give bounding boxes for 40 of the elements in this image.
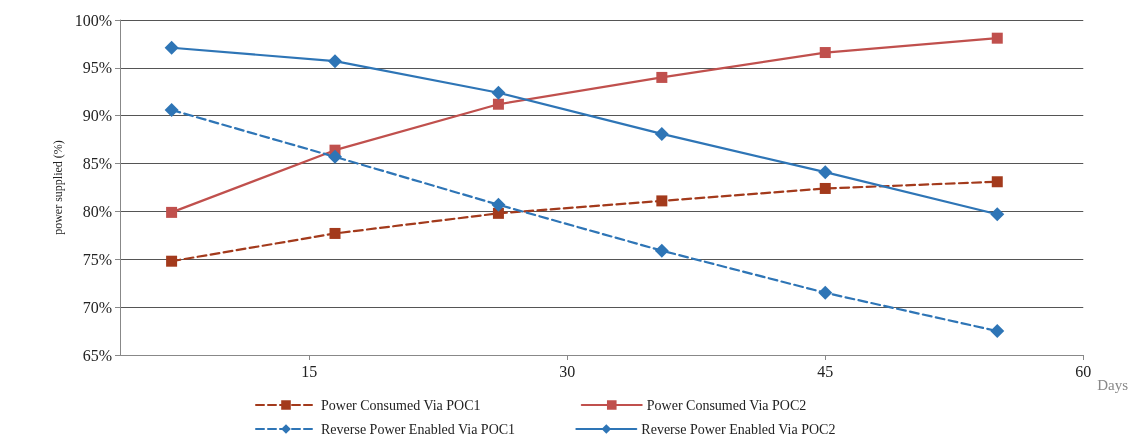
point bbox=[818, 165, 833, 180]
point bbox=[492, 98, 504, 110]
point bbox=[656, 195, 668, 207]
x-tick-label: 30 bbox=[559, 362, 576, 380]
x-tick-label: 15 bbox=[301, 362, 318, 380]
x-tick-label: 45 bbox=[817, 362, 834, 380]
point bbox=[991, 176, 1003, 188]
point bbox=[166, 206, 178, 218]
point bbox=[164, 102, 179, 117]
y-tick-label: 70% bbox=[82, 298, 112, 316]
y-tick-label: 85% bbox=[82, 155, 112, 173]
point bbox=[164, 40, 179, 55]
point bbox=[819, 182, 831, 194]
y-axis-title: power supplied (%) bbox=[50, 140, 65, 235]
legend-label: Reverse Power Enabled Via POC2 bbox=[641, 421, 836, 437]
point bbox=[329, 227, 341, 239]
point bbox=[491, 197, 506, 212]
point bbox=[166, 255, 178, 267]
point bbox=[491, 85, 506, 100]
point bbox=[654, 126, 669, 141]
point bbox=[328, 149, 343, 164]
y-tick-label: 90% bbox=[82, 107, 112, 125]
point bbox=[819, 47, 831, 59]
x-tick-label: 60 bbox=[1075, 362, 1092, 380]
point bbox=[818, 285, 833, 300]
point bbox=[328, 54, 343, 69]
point bbox=[656, 71, 668, 83]
y-tick-label: 100% bbox=[74, 11, 112, 29]
point bbox=[990, 207, 1005, 222]
y-tick-label: 75% bbox=[82, 250, 112, 268]
legend-label: Power Consumed Via POC1 bbox=[321, 397, 481, 413]
legend-label: Reverse Power Enabled Via POC1 bbox=[321, 421, 516, 437]
legend-label: Power Consumed Via POC2 bbox=[646, 397, 807, 413]
point bbox=[654, 243, 669, 258]
point bbox=[990, 324, 1005, 339]
point bbox=[991, 32, 1003, 44]
y-tick-label: 95% bbox=[82, 59, 112, 77]
x-axis-title: Days bbox=[1097, 376, 1129, 393]
y-tick-label: 65% bbox=[82, 346, 112, 364]
y-tick-label: 80% bbox=[82, 202, 112, 220]
